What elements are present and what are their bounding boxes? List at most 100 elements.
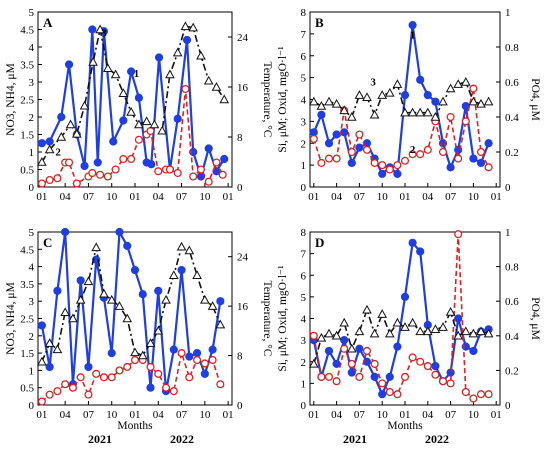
data-point: [461, 387, 470, 397]
data-point: [378, 161, 387, 170]
x-tick-label: 01: [491, 409, 502, 421]
y-tick-label-right: 16: [237, 301, 249, 313]
data-point: [324, 346, 334, 356]
data-point: [75, 294, 86, 304]
y-tick-label-left: 5: [29, 7, 35, 19]
data-point: [324, 154, 334, 163]
data-point: [68, 313, 78, 323]
y-tick-label-left: 1: [301, 378, 307, 390]
x-tick-label: 01: [130, 191, 141, 203]
data-point: [76, 373, 85, 382]
data-point: [65, 119, 76, 129]
y-axis-label-right: Temperature, °C: [261, 62, 273, 138]
data-point: [431, 97, 440, 106]
data-point: [138, 290, 147, 299]
y-tick-label-right: 0: [505, 182, 511, 194]
data-point: [71, 128, 82, 138]
data-point: [96, 170, 105, 179]
y-tick-label-right: 0.2: [505, 365, 519, 377]
data-point: [45, 390, 54, 399]
data-point: [423, 91, 432, 100]
data-point: [64, 60, 74, 69]
data-point: [173, 168, 182, 178]
series-line-2: [313, 234, 489, 400]
data-point: [118, 88, 129, 97]
year-label-2021: 2021: [88, 432, 112, 446]
y-tick-label-left: 0: [29, 182, 35, 194]
data-point: [165, 165, 174, 174]
x-tick-label: 01: [223, 191, 234, 203]
data-point: [99, 373, 109, 382]
data-point: [173, 114, 182, 123]
data-point: [220, 154, 229, 164]
data-point: [347, 368, 356, 377]
y-axis-label-left: Si, μM; Oxid, mgO·l⁻¹: [277, 265, 289, 372]
data-point: [370, 158, 379, 167]
data-point: [453, 79, 464, 88]
data-point: [215, 319, 226, 329]
data-point: [317, 158, 326, 167]
data-point: [385, 387, 394, 397]
y-tick-label-right: 0.8: [505, 262, 519, 274]
data-point: [193, 355, 202, 365]
data-point: [219, 94, 230, 104]
data-point: [37, 397, 46, 406]
x-tick-label: 07: [176, 409, 188, 421]
data-point: [393, 169, 402, 178]
data-point: [44, 338, 55, 347]
data-point: [53, 387, 62, 396]
data-point: [378, 390, 387, 399]
y-tick-label-left: 1: [29, 365, 35, 377]
x-tick-label: 01: [36, 191, 47, 203]
data-point: [385, 372, 394, 381]
data-point: [431, 361, 440, 371]
data-point: [115, 227, 124, 237]
data-point: [408, 238, 417, 247]
y-tick-label-left: 7: [301, 29, 307, 41]
data-point: [169, 345, 178, 354]
y-tick-label-left: 0.5: [20, 383, 34, 395]
data-point: [332, 154, 341, 163]
y-tick-label-right: 24: [237, 252, 249, 264]
x-tick-label: 10: [377, 191, 389, 203]
data-point: [346, 343, 357, 353]
series-line-3: [41, 25, 225, 163]
x-tick-label: 01: [400, 191, 411, 203]
data-point: [200, 369, 209, 378]
data-point: [109, 137, 118, 146]
data-point: [165, 69, 175, 79]
y-tick-label-left: 4: [301, 314, 307, 326]
data-point: [454, 154, 463, 163]
data-point: [408, 150, 417, 159]
x-tick-label: 07: [354, 191, 366, 203]
data-point: [212, 158, 221, 167]
y-tick-label-left: 1.5: [20, 348, 34, 360]
data-point: [476, 390, 486, 399]
data-point: [445, 83, 456, 93]
data-point: [154, 53, 164, 62]
y-tick-label-left: 4: [29, 42, 35, 54]
data-point: [423, 145, 432, 154]
data-point: [154, 167, 163, 176]
y-tick-label-left: 2.5: [20, 314, 34, 326]
data-point: [84, 390, 93, 399]
data-point: [347, 359, 356, 368]
data-point: [446, 163, 455, 172]
data-point: [79, 100, 90, 110]
y-tick-label-right: 0.4: [505, 331, 519, 343]
data-point: [331, 98, 342, 108]
data-point: [332, 130, 341, 139]
data-point: [192, 270, 202, 279]
x-tick-label: 01: [308, 191, 319, 203]
data-point: [355, 143, 364, 152]
data-point: [123, 362, 132, 371]
y-tick-label-right: 8: [237, 351, 243, 363]
data-point: [369, 109, 380, 119]
y-tick-label-right: 1: [505, 227, 511, 239]
data-point: [355, 344, 364, 353]
data-point: [400, 322, 410, 331]
data-point: [111, 165, 120, 174]
data-point: [355, 130, 364, 139]
y-tick-label-left: 3: [301, 335, 307, 347]
x-tick-label: 10: [106, 191, 118, 203]
